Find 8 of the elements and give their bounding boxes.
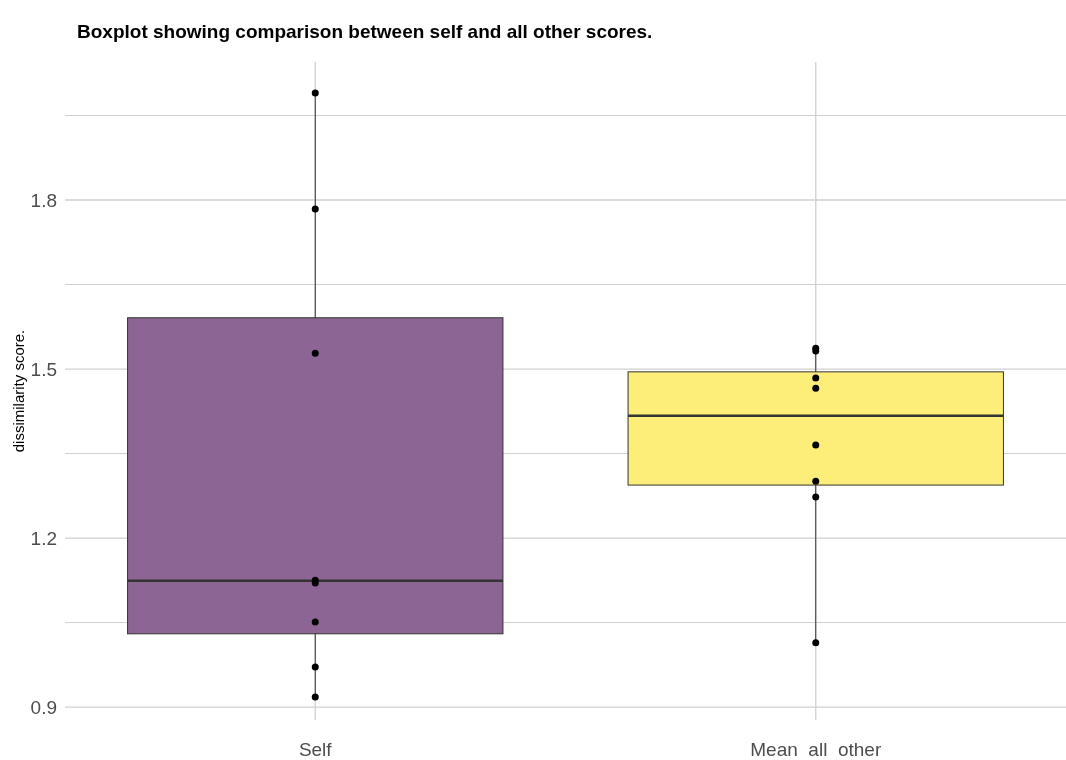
chart-title: Boxplot showing comparison between self and all other scores. (77, 21, 653, 42)
y-tick-label: 0.9 (30, 696, 57, 718)
y-tick-label: 1.2 (30, 527, 57, 549)
x-tick-label: Self (298, 739, 333, 760)
x-tick-label: Mean all other (750, 739, 882, 760)
y-axis-title: dissimilarity score. (10, 329, 27, 453)
y-tick-label: 1.8 (30, 189, 57, 211)
y-tick-label: 1.5 (30, 358, 57, 380)
